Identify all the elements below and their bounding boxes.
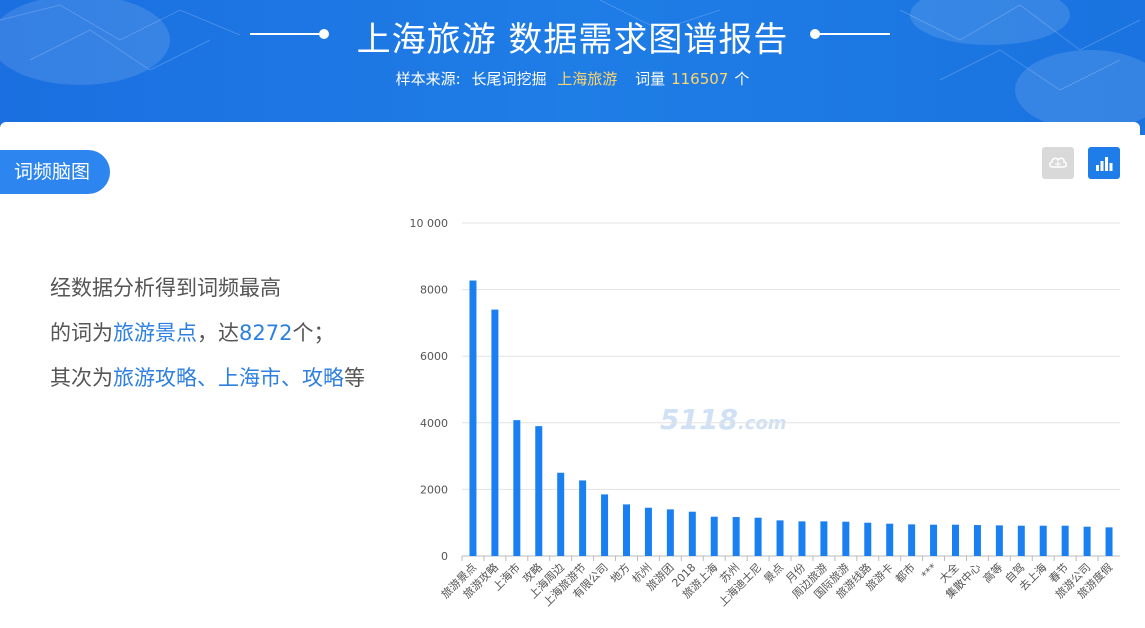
y-tick-label: 10 000 bbox=[410, 217, 449, 230]
tab-word-frequency[interactable]: 词频脑图 bbox=[0, 150, 110, 194]
x-category-label: 景点 bbox=[761, 561, 786, 586]
bar[interactable] bbox=[710, 516, 718, 556]
x-category-label: 高等 bbox=[980, 560, 1005, 585]
watermark-suffix: .com bbox=[737, 413, 787, 434]
x-category-label: 地方 bbox=[607, 560, 632, 585]
bar[interactable] bbox=[535, 426, 543, 556]
y-tick-label: 6000 bbox=[420, 350, 448, 363]
summary-line3-suffix: 等 bbox=[344, 366, 365, 390]
bar[interactable] bbox=[842, 521, 850, 556]
y-tick-label: 4000 bbox=[420, 417, 448, 430]
x-category-label: 上海迪士尼 bbox=[715, 560, 764, 609]
source-label: 样本来源: bbox=[395, 70, 461, 88]
summary-line-2: 的词为旅游景点，达8272个； bbox=[50, 311, 365, 356]
watermark: 5118.com bbox=[660, 403, 787, 436]
bar[interactable] bbox=[666, 509, 674, 556]
title-right-line bbox=[818, 33, 890, 35]
x-category-label: 都市 bbox=[892, 560, 917, 585]
bar[interactable] bbox=[1083, 526, 1091, 556]
bar[interactable] bbox=[557, 472, 565, 556]
bar[interactable] bbox=[513, 420, 521, 556]
bar[interactable] bbox=[754, 517, 762, 556]
bar[interactable] bbox=[623, 504, 630, 556]
source-type: 长尾词挖掘 bbox=[471, 70, 547, 88]
bar[interactable] bbox=[952, 524, 959, 556]
summary-line2-mid: ，达 bbox=[197, 321, 239, 345]
bar[interactable] bbox=[930, 524, 938, 556]
chart-card bbox=[0, 122, 1140, 628]
other-words: 旅游攻略、上海市、攻略 bbox=[113, 366, 344, 390]
x-category-label: *** bbox=[919, 561, 940, 582]
bar[interactable] bbox=[601, 494, 609, 556]
volume-unit: 个 bbox=[734, 70, 750, 88]
watermark-text: 5118 bbox=[660, 403, 738, 436]
bar[interactable] bbox=[995, 525, 1003, 556]
top-word: 旅游景点 bbox=[113, 321, 197, 345]
summary-line3-prefix: 其次为 bbox=[50, 366, 113, 390]
bar[interactable] bbox=[908, 524, 916, 556]
report-title: 上海旅游 数据需求图谱报告 bbox=[356, 20, 789, 60]
bar[interactable] bbox=[864, 522, 872, 556]
title-left-dot bbox=[319, 29, 329, 39]
summary-text: 经数据分析得到词频最高 的词为旅游景点，达8272个； 其次为旅游攻略、上海市、… bbox=[50, 266, 365, 401]
report-header: 上海旅游 数据需求图谱报告 样本来源: 长尾词挖掘 上海旅游 词量 116507 个 bbox=[0, 0, 1145, 135]
bar[interactable] bbox=[491, 309, 499, 556]
bar[interactable] bbox=[644, 507, 652, 556]
bar[interactable] bbox=[798, 521, 806, 556]
summary-line-3: 其次为旅游攻略、上海市、攻略等 bbox=[50, 356, 365, 401]
bar[interactable] bbox=[579, 480, 587, 556]
bar[interactable] bbox=[688, 511, 696, 556]
bar[interactable] bbox=[732, 517, 740, 556]
top-count: 8272 bbox=[239, 321, 293, 345]
network-background bbox=[0, 0, 1145, 130]
bar[interactable] bbox=[1017, 525, 1025, 556]
volume-label: 词量 bbox=[635, 70, 666, 88]
bar[interactable] bbox=[886, 523, 894, 556]
bar[interactable] bbox=[1039, 525, 1047, 556]
bar[interactable] bbox=[1061, 525, 1069, 556]
bar-chart-icon[interactable] bbox=[1088, 147, 1120, 179]
summary-line-1: 经数据分析得到词频最高 bbox=[50, 276, 281, 300]
report-subtitle: 样本来源: 长尾词挖掘 上海旅游 词量 116507 个 bbox=[0, 68, 1145, 89]
volume-value: 116507 bbox=[671, 70, 729, 88]
y-tick-label: 8000 bbox=[420, 284, 448, 297]
brain-icon[interactable] bbox=[1042, 147, 1074, 179]
summary-line2-suffix: 个； bbox=[292, 321, 335, 345]
bar[interactable] bbox=[820, 521, 828, 556]
bar[interactable] bbox=[1105, 527, 1113, 556]
bar[interactable] bbox=[469, 280, 477, 556]
bar[interactable] bbox=[776, 520, 784, 556]
title-left-line bbox=[250, 33, 320, 35]
keyword: 上海旅游 bbox=[557, 70, 618, 88]
bar[interactable] bbox=[973, 525, 981, 556]
y-tick-label: 2000 bbox=[420, 483, 448, 496]
summary-line2-prefix: 的词为 bbox=[50, 321, 113, 345]
title-right-dot bbox=[810, 29, 820, 39]
y-tick-label: 0 bbox=[441, 550, 448, 563]
